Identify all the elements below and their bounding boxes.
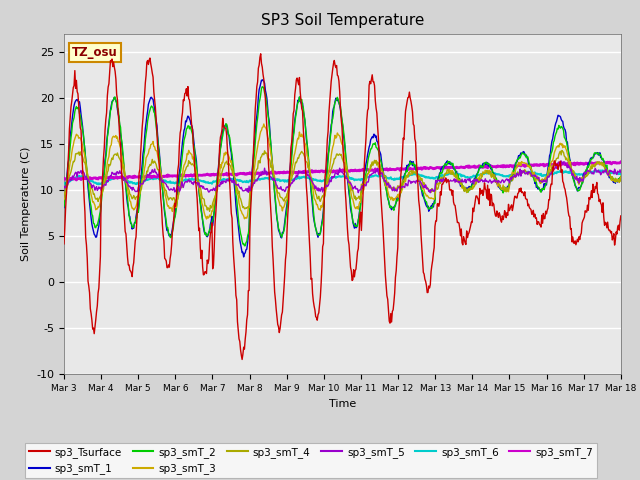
sp3_smT_3: [127, 203, 135, 209]
sp3_smT_2: [428, 206, 436, 212]
Line: sp3_smT_5: sp3_smT_5: [64, 161, 621, 192]
sp3_smT_5: [60, 185, 68, 191]
sp3_smT_4: [214, 181, 222, 187]
Y-axis label: Soil Temperature (C): Soil Temperature (C): [20, 147, 31, 261]
sp3_smT_5: [184, 178, 192, 183]
sp3_smT_1: [428, 204, 436, 210]
sp3_smT_5: [617, 169, 625, 175]
sp3_smT_2: [60, 204, 68, 209]
sp3_smT_1: [240, 254, 248, 260]
sp3_smT_6: [70, 175, 78, 181]
sp3_Tsurface: [214, 181, 221, 187]
Title: SP3 Soil Temperature: SP3 Soil Temperature: [260, 13, 424, 28]
sp3_smT_2: [127, 221, 135, 227]
sp3_smT_2: [241, 243, 248, 249]
sp3_smT_1: [184, 113, 192, 119]
sp3_smT_6: [95, 181, 102, 187]
sp3_smT_4: [411, 170, 419, 176]
sp3_smT_7: [128, 175, 136, 180]
sp3_smT_5: [557, 158, 565, 164]
sp3_smT_2: [70, 115, 78, 120]
sp3_smT_5: [410, 179, 418, 184]
sp3_smT_4: [127, 194, 135, 200]
sp3_smT_4: [617, 177, 625, 182]
sp3_smT_3: [60, 197, 68, 203]
sp3_smT_6: [411, 170, 419, 176]
sp3_smT_7: [411, 166, 419, 171]
sp3_smT_6: [617, 171, 625, 177]
sp3_smT_3: [214, 180, 222, 185]
sp3_Tsurface: [617, 213, 625, 219]
sp3_smT_2: [184, 123, 192, 129]
sp3_smT_3: [203, 216, 211, 222]
Text: TZ_osu: TZ_osu: [72, 46, 118, 59]
sp3_smT_3: [428, 195, 436, 201]
sp3_smT_7: [70, 176, 78, 182]
sp3_smT_6: [60, 181, 68, 187]
sp3_Tsurface: [257, 51, 264, 57]
sp3_smT_1: [617, 174, 625, 180]
sp3_smT_1: [412, 166, 419, 172]
sp3_smT_3: [70, 138, 78, 144]
sp3_smT_4: [428, 190, 435, 195]
sp3_smT_1: [60, 204, 68, 210]
sp3_smT_2: [214, 174, 221, 180]
sp3_smT_3: [412, 168, 419, 174]
sp3_smT_7: [428, 165, 435, 170]
Line: sp3_smT_6: sp3_smT_6: [64, 170, 621, 184]
sp3_smT_4: [60, 192, 68, 197]
sp3_smT_7: [214, 170, 222, 176]
sp3_Tsurface: [428, 263, 436, 268]
sp3_Tsurface: [412, 139, 419, 145]
sp3_smT_7: [185, 173, 193, 179]
sp3_smT_5: [214, 184, 221, 190]
sp3_smT_7: [72, 177, 80, 183]
sp3_smT_4: [184, 163, 192, 169]
sp3_smT_7: [617, 159, 625, 165]
sp3_Tsurface: [127, 270, 135, 276]
sp3_smT_5: [426, 190, 434, 195]
sp3_smT_2: [412, 163, 419, 169]
sp3_smT_6: [128, 180, 136, 185]
X-axis label: Time: Time: [329, 399, 356, 408]
sp3_smT_6: [428, 175, 435, 180]
Line: sp3_smT_3: sp3_smT_3: [64, 124, 621, 219]
sp3_smT_2: [259, 84, 266, 90]
sp3_smT_1: [214, 176, 221, 181]
sp3_smT_6: [598, 168, 606, 173]
sp3_smT_5: [70, 173, 78, 179]
sp3_Tsurface: [184, 84, 192, 89]
sp3_smT_4: [70, 159, 78, 165]
sp3_smT_5: [127, 184, 135, 190]
sp3_Tsurface: [60, 241, 68, 247]
sp3_Tsurface: [238, 357, 246, 362]
sp3_smT_3: [260, 121, 268, 127]
sp3_smT_4: [558, 147, 566, 153]
sp3_smT_7: [60, 176, 68, 181]
Line: sp3_smT_2: sp3_smT_2: [64, 87, 621, 246]
sp3_smT_6: [185, 177, 193, 182]
sp3_smT_3: [617, 174, 625, 180]
sp3_smT_6: [214, 178, 222, 183]
sp3_smT_2: [617, 173, 625, 179]
Line: sp3_Tsurface: sp3_Tsurface: [64, 54, 621, 360]
sp3_smT_5: [428, 187, 435, 192]
sp3_smT_1: [70, 103, 78, 108]
sp3_Tsurface: [70, 83, 78, 88]
Line: sp3_smT_4: sp3_smT_4: [64, 150, 621, 211]
Line: sp3_smT_1: sp3_smT_1: [64, 80, 621, 257]
sp3_smT_1: [127, 221, 135, 227]
Legend: sp3_Tsurface, sp3_smT_1, sp3_smT_2, sp3_smT_3, sp3_smT_4, sp3_smT_5, sp3_smT_6, : sp3_Tsurface, sp3_smT_1, sp3_smT_2, sp3_…: [25, 443, 597, 478]
sp3_smT_3: [184, 152, 192, 157]
sp3_smT_1: [259, 77, 267, 83]
sp3_smT_4: [205, 208, 213, 214]
Line: sp3_smT_7: sp3_smT_7: [64, 162, 621, 180]
